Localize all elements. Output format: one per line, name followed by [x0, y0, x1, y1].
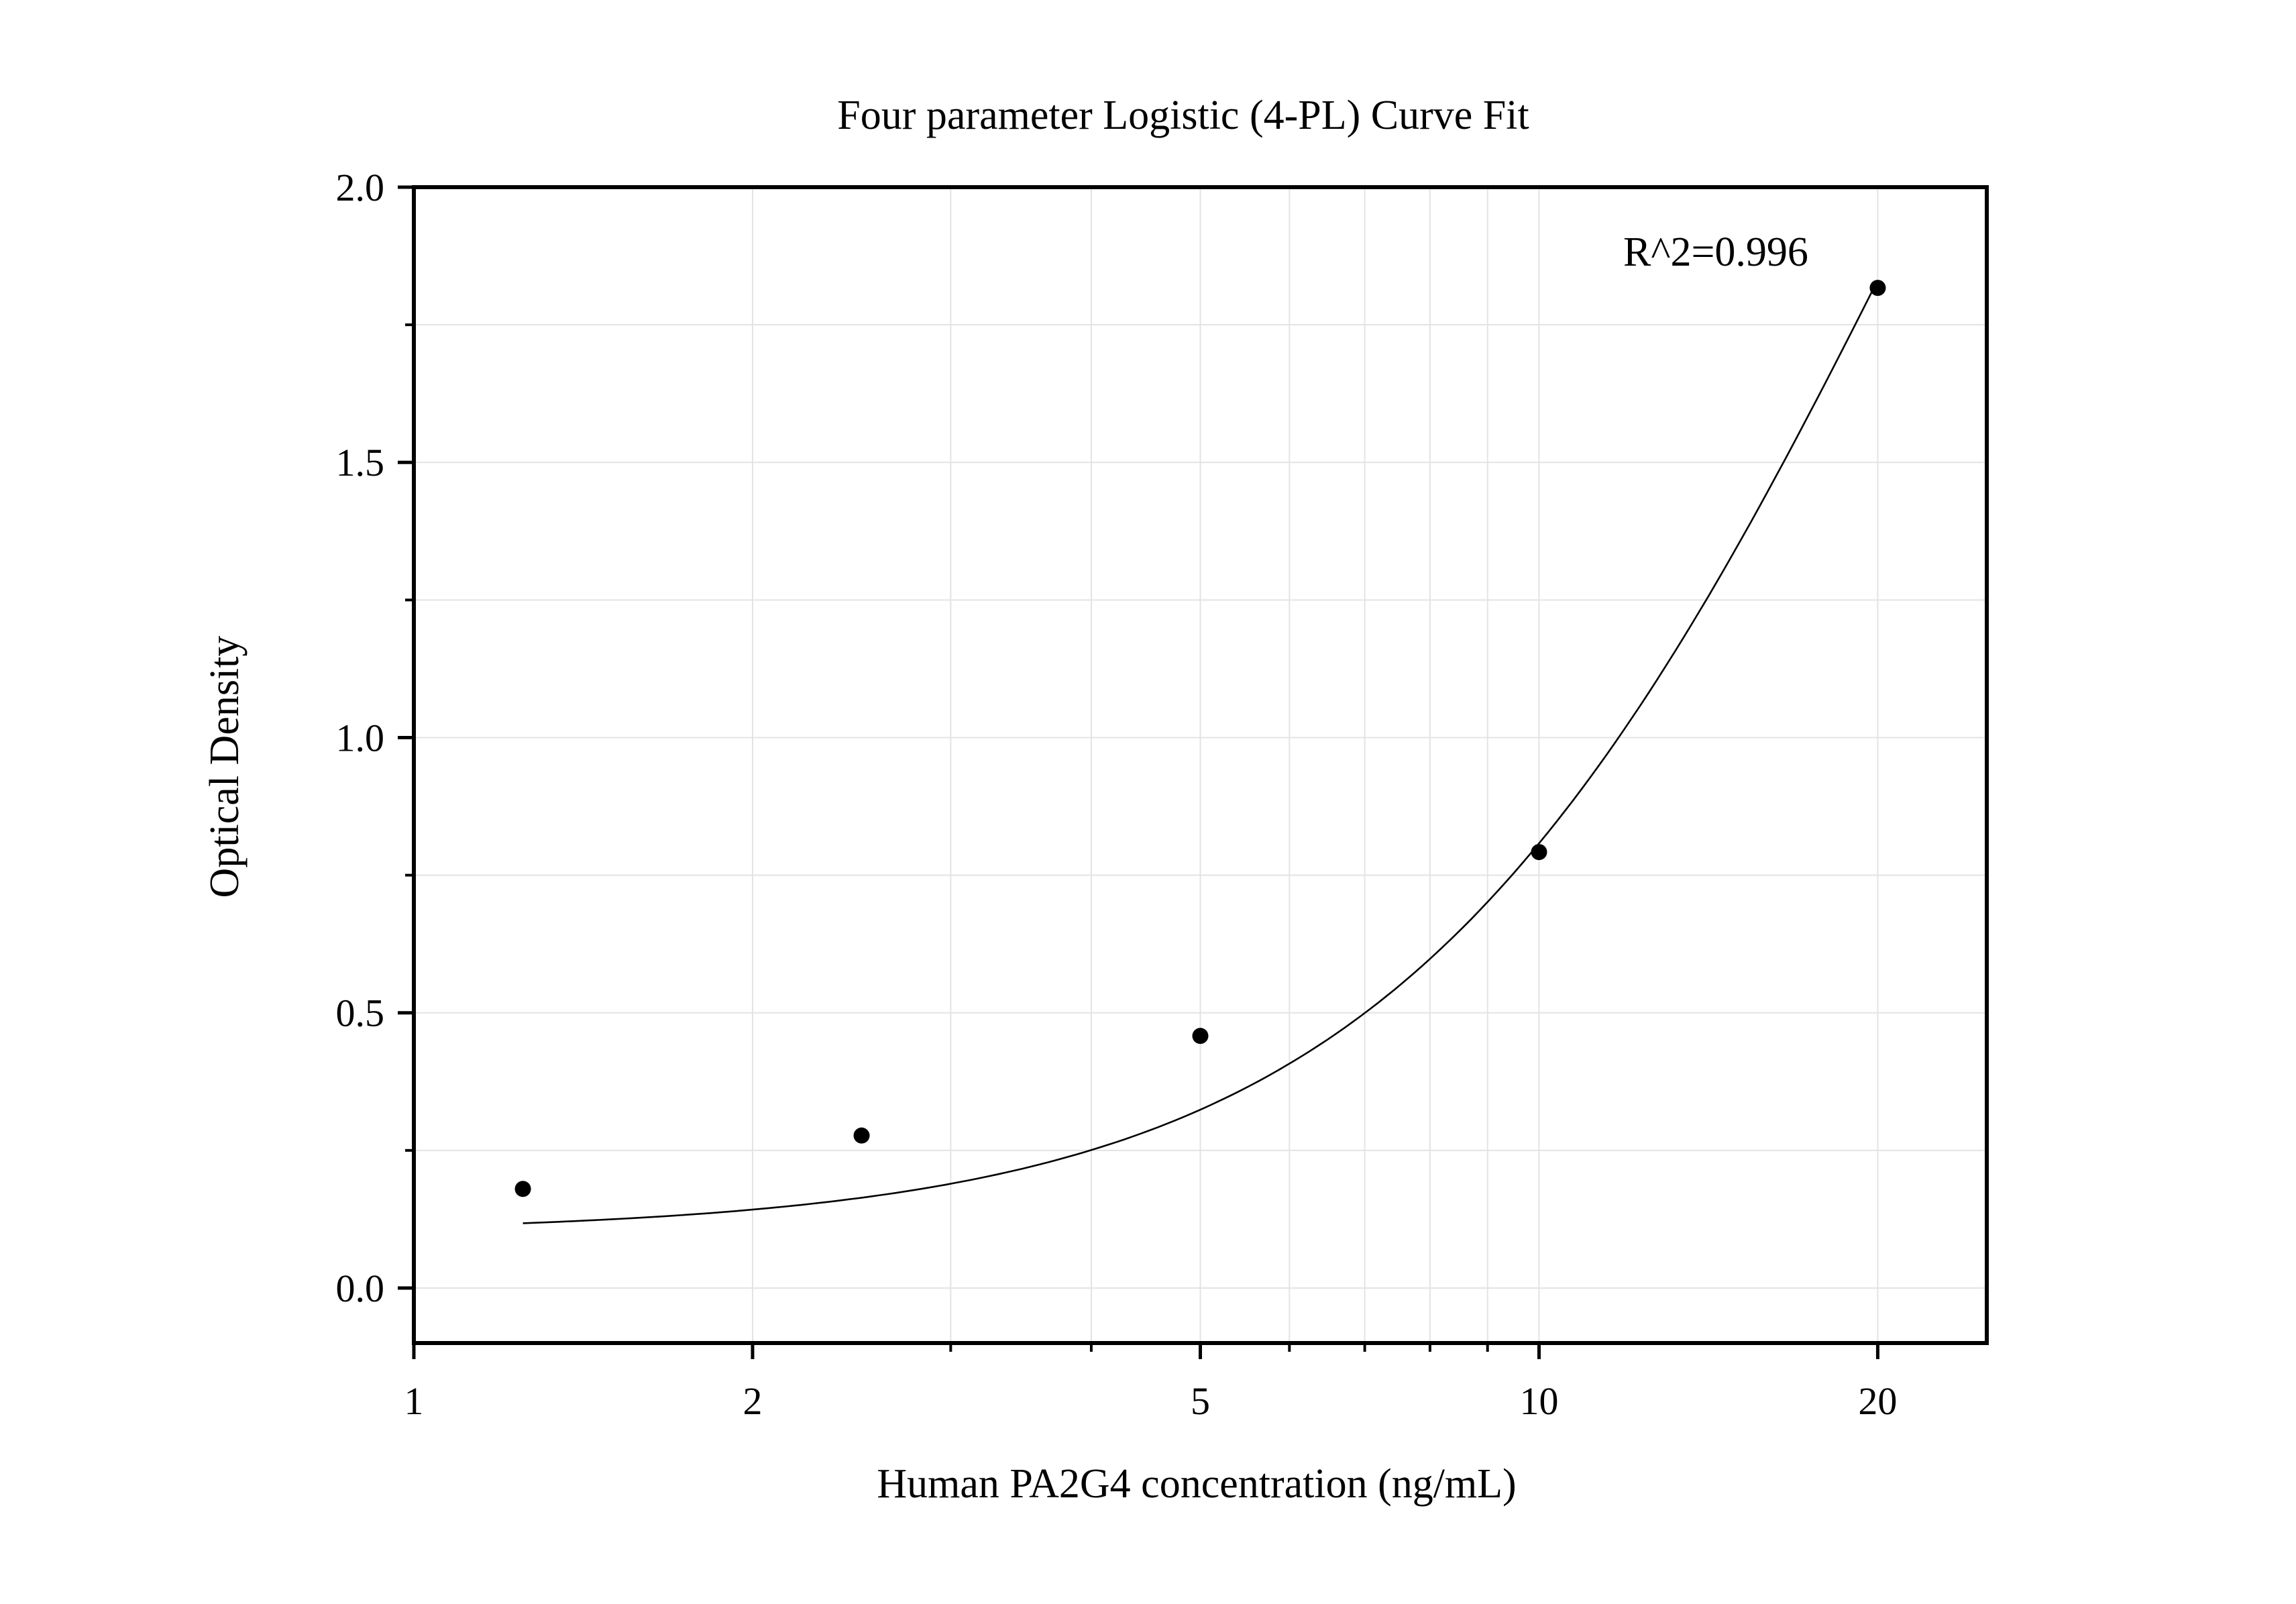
data-point — [1192, 1028, 1209, 1045]
x-axis-label: Human PA2G4 concentration (ng/mL) — [877, 1461, 1516, 1507]
y-tick-label: 0.0 — [336, 1267, 385, 1310]
fit-curve — [523, 280, 1879, 1224]
y-axis-label: Optical Density — [202, 636, 248, 898]
data-point — [1869, 280, 1886, 297]
data-points-layer — [514, 280, 1886, 1197]
y-tick-label: 0.5 — [336, 992, 385, 1035]
x-tick-label: 5 — [1191, 1379, 1210, 1423]
x-tick-label: 2 — [743, 1379, 762, 1423]
x-tick-label: 1 — [404, 1379, 424, 1423]
fit-curve-layer — [523, 280, 1879, 1224]
data-point — [853, 1127, 870, 1144]
data-point — [1531, 844, 1547, 861]
y-tick-label: 1.0 — [336, 716, 385, 759]
grid-layer — [414, 187, 1987, 1343]
y-tick-label: 1.5 — [336, 441, 385, 484]
data-point — [514, 1181, 531, 1197]
chart-title: Four parameter Logistic (4-PL) Curve Fit — [837, 93, 1529, 138]
tick-labels-layer: 1 2 5 10 20 0.0 0.5 1.0 1.5 2.0 — [336, 166, 1898, 1423]
x-tick-label: 20 — [1858, 1379, 1897, 1423]
x-tick-label: 10 — [1519, 1379, 1558, 1423]
r-squared-annotation: R^2=0.996 — [1623, 229, 1808, 275]
y-tick-label: 2.0 — [336, 166, 385, 209]
ticks-layer — [398, 185, 1879, 1359]
